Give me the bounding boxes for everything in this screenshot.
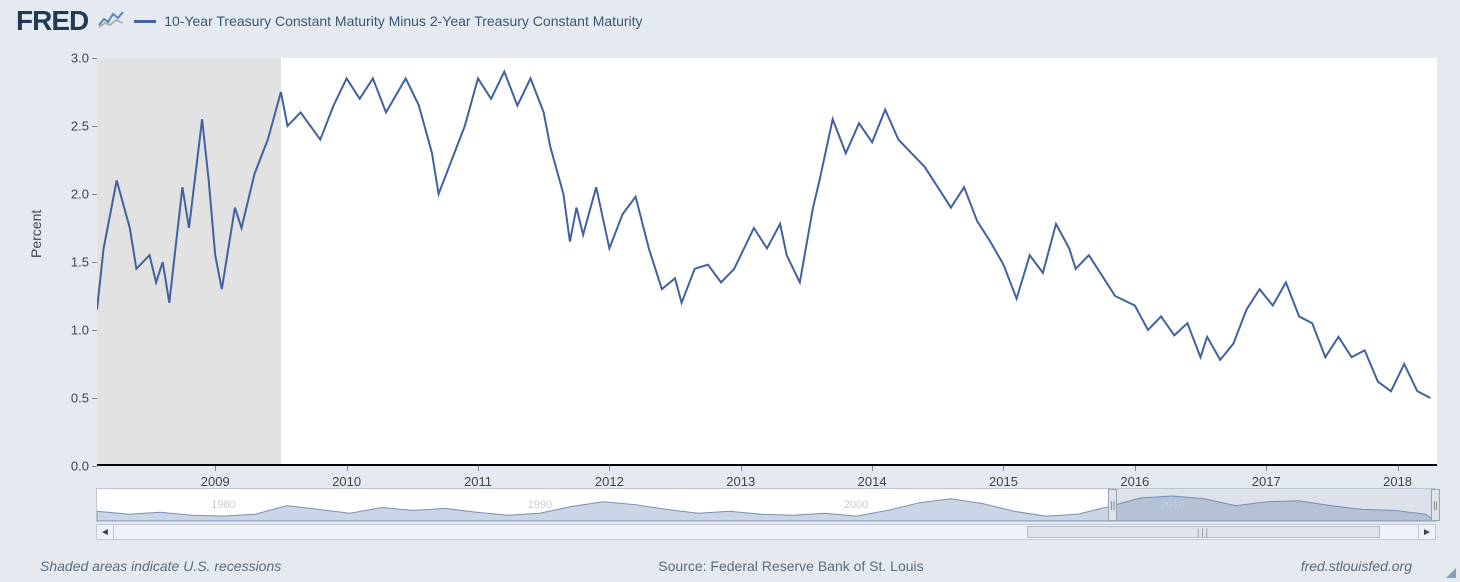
line-series: [97, 58, 1437, 466]
fred-logo-icon: [98, 9, 124, 34]
footer-recession-note: Shaded areas indicate U.S. recessions: [40, 558, 281, 574]
range-handle-right[interactable]: ||: [1431, 489, 1440, 521]
scroll-right-button[interactable]: ►: [1418, 525, 1435, 539]
zero-axis-line: [97, 464, 1437, 466]
footer-source: Source: Federal Reserve Bank of St. Loui…: [658, 558, 923, 574]
header: FRED 10-Year Treasury Constant Maturity …: [16, 5, 643, 37]
chart-plot-area[interactable]: 0.00.51.01.52.02.53.02009201020112012201…: [96, 58, 1437, 466]
range-selector[interactable]: 1980199020002010||||: [96, 488, 1436, 522]
scroll-left-button[interactable]: ◄: [97, 525, 114, 539]
footer: Shaded areas indicate U.S. recessions So…: [0, 558, 1460, 574]
fred-chart-container: FRED 10-Year Treasury Constant Maturity …: [0, 0, 1460, 582]
horizontal-scrollbar[interactable]: ◄ ||| ►: [96, 524, 1436, 540]
fred-logo: FRED: [16, 5, 88, 37]
footer-link[interactable]: fred.stlouisfed.org: [1301, 558, 1412, 574]
resize-handle-icon[interactable]: [1446, 568, 1456, 578]
legend-swatch: [134, 20, 156, 23]
range-handle-left[interactable]: ||: [1108, 489, 1117, 521]
legend[interactable]: 10-Year Treasury Constant Maturity Minus…: [134, 13, 642, 29]
range-selection[interactable]: [1112, 489, 1435, 521]
y-axis-label: Percent: [28, 210, 44, 258]
scrollbar-thumb[interactable]: |||: [1027, 526, 1380, 538]
legend-label: 10-Year Treasury Constant Maturity Minus…: [164, 13, 642, 29]
